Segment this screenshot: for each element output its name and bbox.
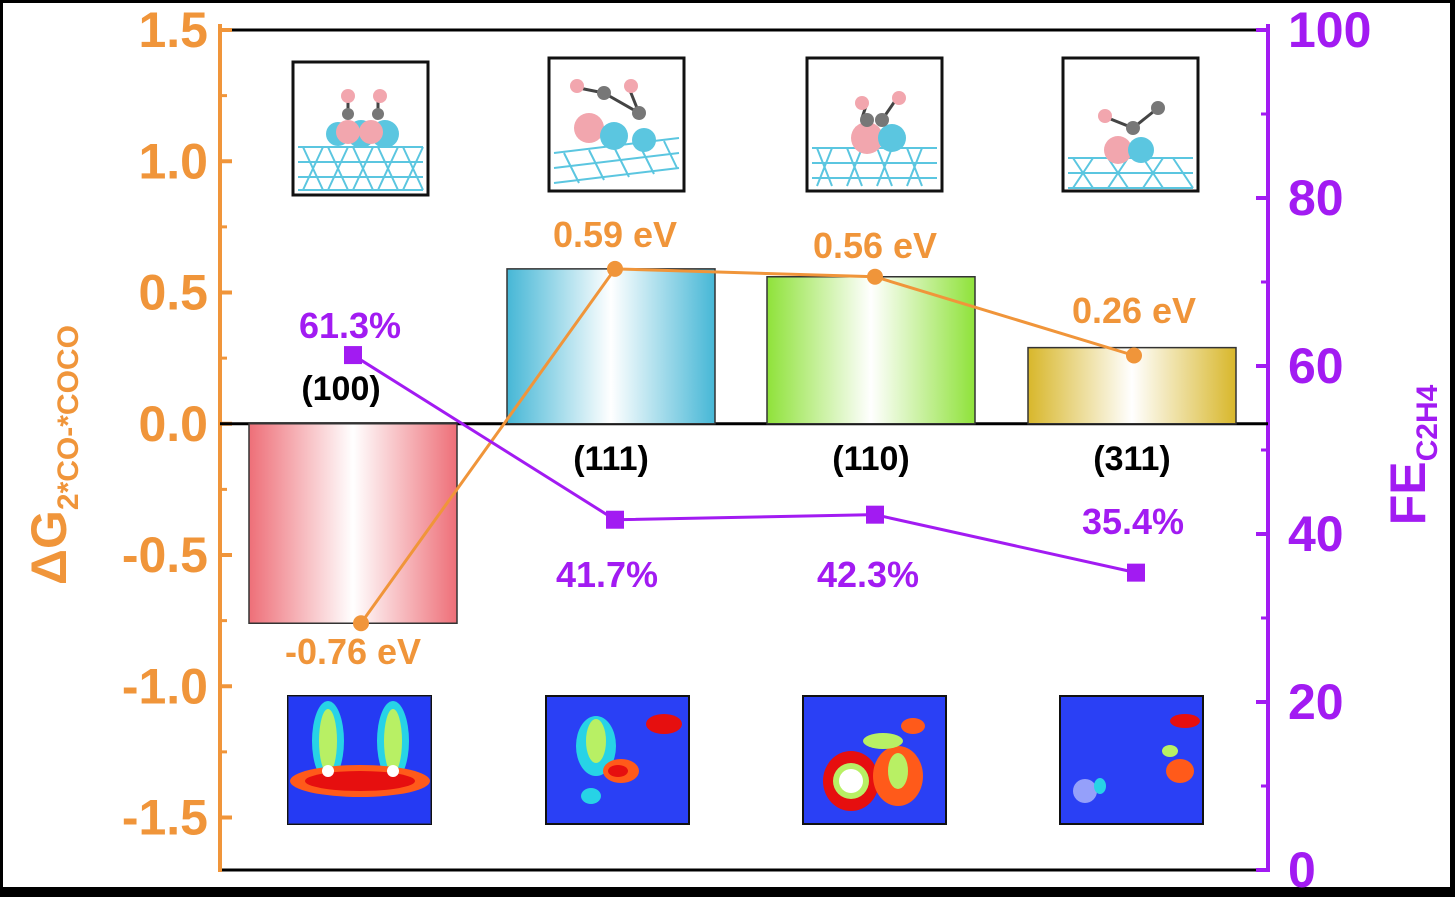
right-tick-label: 100	[1288, 2, 1371, 58]
series-group	[344, 260, 1145, 632]
right-axis-title: FEC2H4	[1380, 384, 1444, 525]
series-point-left	[607, 260, 623, 277]
fe-label-1: 41.7%	[556, 554, 658, 595]
left-tick-label: 1.0	[138, 133, 208, 189]
energy-label-3: 0.26 eV	[1072, 290, 1196, 331]
category-labels: (100) (111) (110) (311)	[301, 370, 1170, 478]
series-point-right	[606, 510, 624, 529]
charge-density-inset-111	[545, 695, 690, 825]
energy-label-2: 0.56 eV	[813, 225, 937, 266]
category-label-1: (111)	[573, 440, 649, 478]
value-labels: -0.76 eV 0.59 eV 0.56 eV 0.26 eV 61.3% 41.7% 4…	[285, 214, 1196, 672]
structure-inset-100	[291, 60, 430, 197]
right-tick-label: 80	[1288, 170, 1344, 226]
left-axis-title: ΔG2*CO-*COCO	[21, 325, 85, 585]
left-axis-ticks: 1.5 1.0 0.5 0.0 -0.5 -1.0 -1.5	[122, 2, 232, 846]
category-label-3: (311)	[1093, 440, 1171, 478]
series-line-right	[352, 353, 1137, 575]
series-point-left	[1126, 347, 1142, 364]
bar-1	[506, 268, 716, 425]
energy-label-0: -0.76 eV	[285, 631, 421, 672]
charge-density-inset-311	[1059, 695, 1204, 825]
left-tick-label: 0.5	[138, 265, 208, 321]
category-label-2: (110)	[832, 440, 910, 478]
series-point-right	[344, 346, 362, 365]
series-line-left	[359, 267, 1135, 625]
category-label-0: (100)	[301, 370, 380, 408]
series-point-left	[867, 268, 883, 285]
right-tick-label: 20	[1288, 674, 1344, 730]
series-point-left	[353, 615, 369, 632]
left-axis-title-sub: 2*CO-*COCO	[52, 325, 85, 510]
structure-inset-111	[547, 56, 686, 193]
fe-label-0: 61.3%	[299, 305, 401, 346]
bar-2	[766, 276, 976, 425]
left-tick-label: 1.5	[138, 2, 208, 58]
bar-0	[248, 423, 458, 624]
right-tick-label: 0	[1288, 842, 1316, 892]
right-tick-label: 40	[1288, 506, 1344, 562]
structure-inset-110	[805, 56, 944, 193]
left-tick-label: -1.5	[122, 790, 208, 846]
right-tick-label: 60	[1288, 338, 1344, 394]
left-axis-title-main: ΔG	[21, 510, 77, 585]
charge-density-inset-100	[287, 695, 432, 825]
left-tick-label: 0.0	[138, 396, 208, 452]
fe-label-3: 35.4%	[1082, 501, 1184, 542]
right-axis-title-sub: C2H4	[1411, 384, 1444, 461]
charge-density-inset-110	[802, 695, 947, 825]
left-tick-label: -1.0	[122, 658, 208, 714]
right-axis-title-main: FE	[1380, 461, 1436, 525]
series-point-right	[1127, 563, 1145, 582]
series-point-right	[866, 505, 884, 524]
energy-label-1: 0.59 eV	[553, 214, 677, 255]
structure-inset-311	[1061, 56, 1200, 193]
right-axis-ticks: 100 80 60 40 20 0	[1256, 2, 1371, 897]
fe-label-2: 42.3%	[817, 554, 919, 595]
left-tick-label: -0.5	[122, 527, 208, 583]
